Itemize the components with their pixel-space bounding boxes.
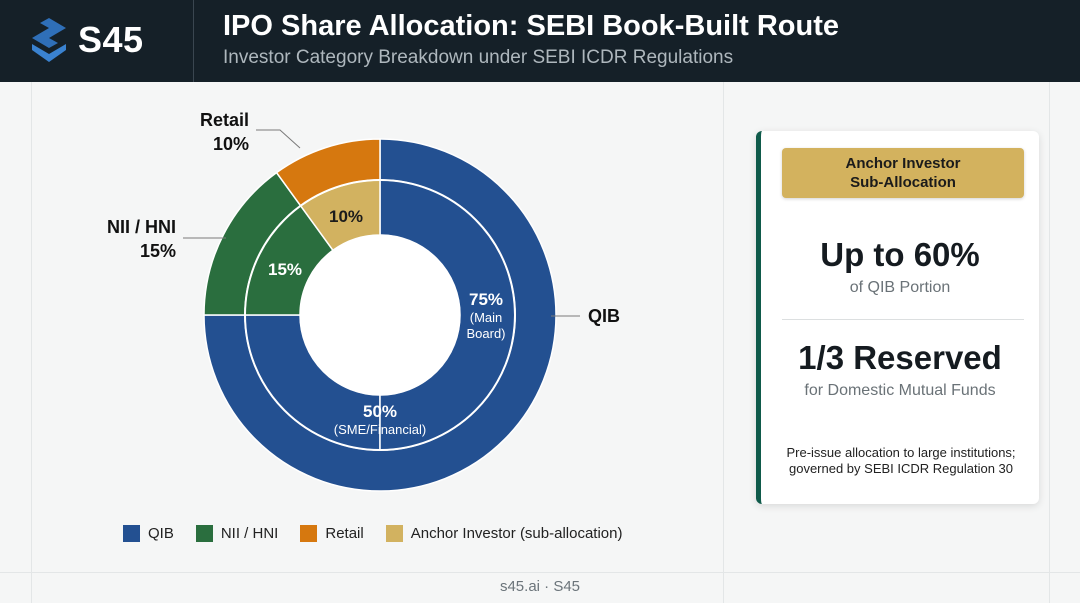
- legend-swatch: [300, 525, 318, 542]
- anchor-badge: Anchor Investor Sub-Allocation: [782, 148, 1024, 198]
- footer-divider: [0, 572, 1080, 573]
- mutual-fund-reserve-stat: 1/3 Reserved: [798, 339, 1002, 376]
- frame-line-middle: [723, 82, 724, 603]
- inner-label-nii: 15%: [268, 260, 302, 279]
- note-line-2: governed by SEBI ICDR Regulation 30: [788, 461, 1013, 476]
- legend-label: Retail: [325, 525, 364, 542]
- badge-line-1: Anchor Investor: [845, 155, 961, 172]
- callout-nii-value: 15%: [140, 241, 176, 261]
- footer-credit[interactable]: s45.ai · S45: [499, 578, 581, 595]
- legend-label: NII / HNI: [220, 525, 279, 542]
- legend-item: QIB: [123, 525, 174, 542]
- frame-line-right: [1049, 82, 1050, 603]
- legend-label: QIB: [148, 525, 174, 542]
- legend-item: NII / HNI: [195, 525, 279, 542]
- legend-swatch: [195, 525, 213, 542]
- note-line-1: Pre-issue allocation to large institutio…: [786, 445, 1016, 460]
- mutual-fund-reserve-caption: for Domestic Mutual Funds: [804, 382, 996, 399]
- legend-item: Retail: [300, 525, 364, 542]
- page-subtitle: Investor Category Breakdown under SEBI I…: [223, 47, 734, 68]
- inner-label-qib-main-sub-1: (Main: [470, 310, 503, 325]
- regulation-note: Pre-issue allocation to large institutio…: [771, 445, 1031, 477]
- callout-nii-label: NII / HNI: [107, 217, 176, 237]
- callout-retail-value: 10%: [213, 134, 249, 154]
- anchor-limit-caption: of QIB Portion: [849, 279, 951, 296]
- header-divider: [193, 0, 194, 82]
- legend-label: Anchor Investor (sub-allocation): [410, 525, 623, 542]
- inner-label-qib-sme-sub: (SME/Financial): [334, 422, 426, 437]
- brand-name: S45: [78, 19, 144, 60]
- frame-line-left: [31, 82, 32, 603]
- ring-separator: [244, 179, 516, 451]
- brand-logo[interactable]: S45: [28, 14, 178, 66]
- badge-line-2: Sub-Allocation: [850, 174, 956, 191]
- inner-label-anchor: 10%: [329, 207, 363, 226]
- inner-label-qib-main-sub-2: Board): [466, 326, 505, 341]
- inner-label-qib-main: 75%: [469, 290, 503, 309]
- anchor-info-card: Anchor Investor Sub-Allocation Up to 60%…: [756, 131, 1039, 504]
- callout-retail-line: [256, 129, 301, 149]
- chart-legend: QIB NII / HNI Retail Anchor Investor (sub-a…: [123, 525, 644, 542]
- legend-swatch: [123, 525, 140, 542]
- callout-qib-label: QIB: [588, 306, 620, 326]
- card-divider: [782, 319, 1024, 320]
- callout-retail-label: Retail: [200, 110, 249, 130]
- s45-logo-icon: [32, 18, 66, 62]
- legend-item: Anchor Investor (sub-allocation): [385, 525, 623, 542]
- legend-swatch: [385, 525, 403, 542]
- header-bar: S45 IPO Share Allocation: SEBI Book-Buil…: [0, 0, 1080, 82]
- anchor-limit-stat: Up to 60%: [820, 236, 980, 273]
- inner-label-qib-sme: 50%: [363, 402, 397, 421]
- donut-hole: [299, 234, 461, 396]
- page-title: IPO Share Allocation: SEBI Book-Built Ro…: [223, 10, 840, 42]
